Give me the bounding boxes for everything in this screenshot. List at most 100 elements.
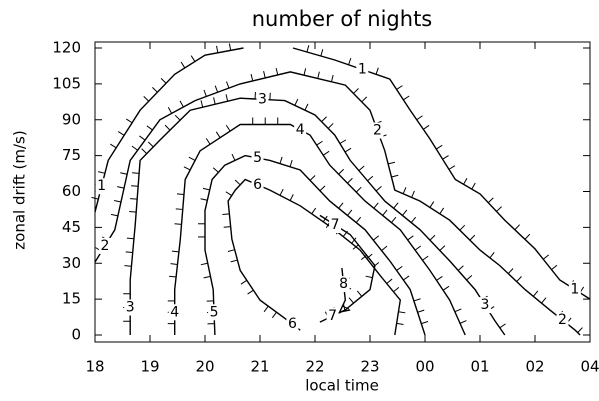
contour-hachure — [577, 327, 583, 333]
contour-hachure — [126, 237, 134, 240]
contour-label: 4 — [170, 304, 179, 320]
contour-hachure — [110, 213, 118, 217]
contour-label-bg — [556, 312, 569, 329]
contour-hachure — [381, 245, 388, 251]
contour-hachure — [146, 125, 153, 131]
contour-label-bg — [208, 304, 221, 321]
contour-hachure — [402, 187, 407, 194]
contour-hachure — [200, 198, 208, 201]
contour-hachure — [143, 95, 150, 102]
contour-hachure — [223, 226, 231, 228]
contour-hachure — [429, 201, 435, 208]
contour-hachure — [130, 198, 138, 200]
chart-title: number of nights — [252, 7, 433, 31]
contour-hachure — [375, 67, 379, 75]
contour-hachure — [205, 138, 211, 145]
contour-hachure — [109, 143, 117, 149]
contour-hachure — [131, 185, 139, 187]
contour-hachure — [91, 196, 99, 200]
y-tick-label: 15 — [62, 290, 81, 308]
contour-hachure — [174, 223, 182, 225]
x-tick-label: 01 — [470, 358, 489, 376]
contour-label-bg — [98, 237, 111, 254]
contour-hachure — [231, 153, 236, 161]
contour-hachure — [279, 156, 283, 164]
contour-hachure — [459, 224, 466, 231]
contour-hachure — [316, 140, 323, 146]
x-tick-label: 23 — [360, 358, 379, 376]
contour-hachure — [417, 309, 425, 313]
contour-hachure — [356, 290, 363, 297]
contour-hachure — [216, 45, 219, 53]
contour-hachure — [348, 297, 354, 304]
contour-hachure — [117, 131, 125, 136]
contour-hachure — [386, 278, 393, 284]
contour-hachure — [164, 124, 171, 131]
contour-hachure — [263, 305, 269, 313]
contour-hachure — [247, 289, 254, 295]
contour-hachure — [372, 235, 380, 241]
contour-hachure — [459, 320, 467, 324]
contour-label: 7 — [328, 308, 337, 324]
contour-hachure — [331, 74, 334, 82]
plot-frame — [94, 41, 591, 343]
contour-label: 6 — [288, 316, 297, 332]
contour-hachure — [338, 168, 344, 175]
contour-hachure — [423, 124, 430, 130]
contour-hachure — [436, 144, 443, 150]
contour-hachure — [183, 166, 191, 171]
contour-label: 7 — [331, 217, 340, 233]
contour-hachure — [410, 216, 417, 223]
contour-hachure — [516, 276, 522, 282]
contour-hachure — [396, 322, 404, 325]
contour-hachure — [228, 43, 232, 51]
contour-hachure — [230, 259, 238, 263]
contour-hachure — [403, 275, 410, 281]
y-tick-label: 0 — [71, 326, 81, 344]
contour-label-bg — [124, 299, 137, 316]
contour-hachure — [200, 100, 204, 108]
contour-hachure — [542, 254, 550, 260]
contour-hachure — [414, 245, 422, 251]
contour-hachure — [263, 70, 266, 79]
y-tick-label: 60 — [62, 182, 81, 200]
contour-hachure — [152, 87, 158, 93]
x-tick-label: 22 — [305, 358, 324, 376]
contour-hachure — [311, 207, 317, 215]
contour-hachure — [179, 100, 184, 108]
contour-label-bg — [294, 121, 307, 138]
contour-hachure — [225, 94, 229, 102]
contour-hachure — [344, 147, 352, 153]
contour-hachure — [125, 118, 133, 124]
x-tick-label: 20 — [195, 358, 214, 376]
contour-hachure — [429, 234, 436, 241]
contour-line — [227, 178, 402, 336]
contour-hachure — [125, 251, 133, 253]
contour-hachure — [343, 304, 346, 312]
contour-hachure — [167, 106, 173, 114]
contour-label-bg — [371, 122, 384, 139]
contour-hachure — [421, 320, 429, 325]
contour-hachure — [114, 200, 122, 203]
contour-hachure — [471, 182, 476, 190]
contour-hachure — [271, 311, 277, 319]
contour-hachure — [396, 265, 403, 271]
y-tick-label: 120 — [52, 39, 81, 57]
contour-hachure — [532, 290, 539, 297]
contour-hachure — [338, 202, 344, 209]
x-tick-label: 02 — [525, 358, 544, 376]
contour-hachure — [524, 233, 531, 240]
contour-label-bg — [251, 176, 264, 193]
y-tick-label: 90 — [62, 110, 81, 128]
contour-hachure — [442, 155, 449, 160]
contour-label: 5 — [253, 150, 262, 166]
contour-hachure — [124, 265, 132, 267]
contour-hachure — [225, 124, 231, 132]
contour-hachure — [171, 250, 179, 253]
contour-hachure — [319, 185, 326, 192]
contour-hachure — [212, 167, 219, 173]
contour-hachure — [403, 95, 410, 101]
contour-hachure — [454, 308, 462, 313]
contour-hachure — [439, 245, 446, 251]
